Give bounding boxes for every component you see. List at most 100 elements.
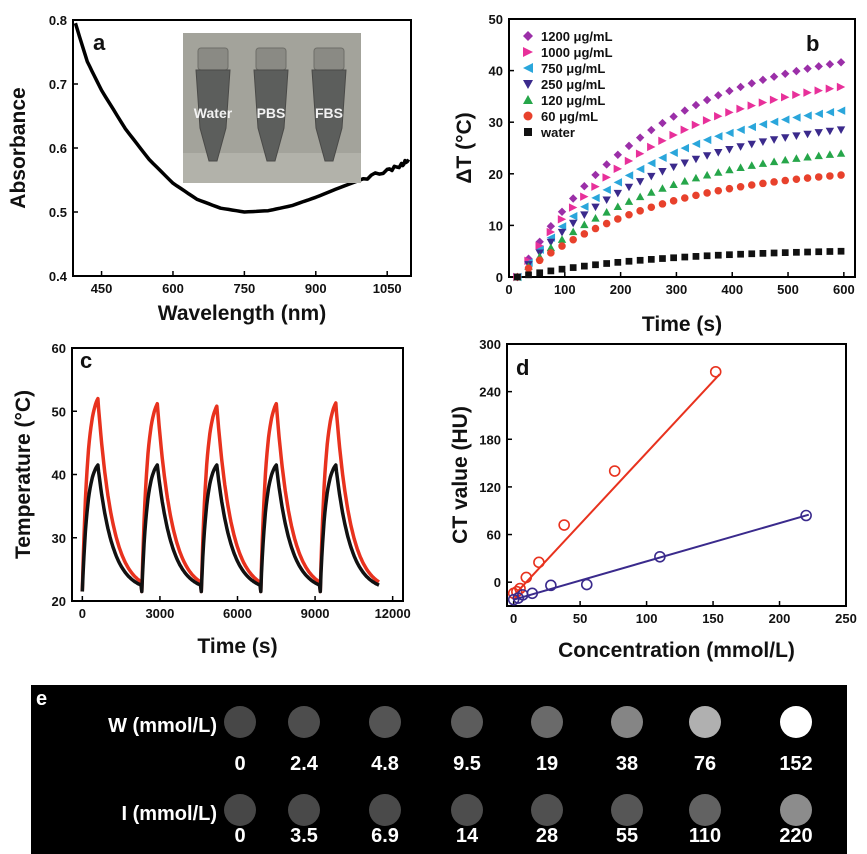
data-point bbox=[534, 557, 544, 567]
x-tick-label: 450 bbox=[91, 281, 113, 296]
data-point bbox=[803, 131, 811, 139]
data-point bbox=[559, 520, 569, 530]
y-tick-label: 0.8 bbox=[49, 13, 67, 28]
data-point bbox=[748, 79, 756, 87]
data-point bbox=[603, 260, 610, 267]
phantom-well bbox=[689, 706, 721, 738]
data-point bbox=[514, 274, 521, 281]
data-point bbox=[826, 128, 834, 136]
data-point bbox=[648, 256, 655, 263]
data-point bbox=[693, 253, 700, 260]
y-tick-label: 20 bbox=[489, 167, 503, 182]
x-tick-label: 100 bbox=[636, 611, 658, 626]
y-tick-label: 180 bbox=[479, 432, 501, 447]
data-point bbox=[625, 211, 633, 219]
legend-marker bbox=[524, 112, 533, 121]
vial-label: PBS bbox=[257, 105, 286, 121]
data-point bbox=[827, 248, 834, 255]
data-point bbox=[804, 249, 811, 256]
data-point bbox=[826, 172, 834, 180]
y-tick-label: 0 bbox=[494, 575, 501, 590]
data-point bbox=[781, 70, 789, 78]
data-point bbox=[725, 146, 733, 154]
series-6 bbox=[514, 248, 844, 280]
data-point bbox=[804, 174, 812, 182]
data-point bbox=[558, 235, 566, 243]
data-point bbox=[703, 189, 711, 197]
data-point bbox=[815, 62, 823, 70]
phantom-well bbox=[224, 794, 256, 826]
phantom-well bbox=[369, 794, 401, 826]
series-3 bbox=[513, 126, 845, 281]
data-point bbox=[815, 173, 823, 181]
phantom-well bbox=[780, 706, 812, 738]
data-point bbox=[670, 197, 678, 205]
data-point bbox=[793, 175, 801, 183]
x-tick-label: 0 bbox=[505, 282, 512, 297]
panel-label: e bbox=[36, 688, 47, 710]
data-point bbox=[558, 215, 566, 223]
data-point bbox=[580, 182, 588, 190]
data-point bbox=[737, 183, 745, 191]
data-point bbox=[704, 252, 711, 259]
x-tick-label: 250 bbox=[835, 611, 857, 626]
data-point bbox=[659, 200, 667, 208]
x-tick-label: 50 bbox=[573, 611, 587, 626]
data-point bbox=[714, 132, 722, 140]
data-point bbox=[803, 64, 811, 72]
data-point bbox=[569, 228, 577, 236]
data-point bbox=[659, 255, 666, 262]
data-point bbox=[770, 73, 778, 81]
data-point bbox=[610, 466, 620, 476]
data-point bbox=[681, 126, 689, 134]
data-point bbox=[525, 265, 533, 273]
data-point bbox=[748, 101, 756, 109]
x-tick-label: 500 bbox=[777, 282, 799, 297]
legend-label: 120 μg/mL bbox=[541, 93, 605, 108]
data-point bbox=[547, 249, 555, 257]
data-point bbox=[703, 152, 711, 160]
data-point bbox=[748, 123, 756, 131]
x-tick-label: 0 bbox=[510, 611, 517, 626]
x-tick-label: 6000 bbox=[223, 606, 252, 621]
data-point bbox=[815, 110, 823, 118]
data-point bbox=[770, 158, 778, 166]
concentration-label: 2.4 bbox=[290, 753, 319, 775]
data-point bbox=[725, 108, 733, 116]
data-point bbox=[703, 136, 711, 144]
legend-label: 250 μg/mL bbox=[541, 77, 605, 92]
data-point bbox=[837, 106, 845, 114]
data-point bbox=[826, 150, 834, 158]
data-point bbox=[837, 149, 845, 157]
temperature-curve-0 bbox=[82, 399, 379, 592]
legend-marker bbox=[524, 128, 532, 136]
panel-label: d bbox=[516, 355, 529, 380]
data-point bbox=[602, 186, 610, 194]
data-point bbox=[592, 225, 600, 233]
data-point bbox=[692, 174, 700, 182]
legend-marker bbox=[523, 95, 533, 104]
data-point bbox=[669, 180, 677, 188]
x-axis-title: Wavelength (nm) bbox=[158, 302, 326, 325]
vial-cap bbox=[314, 48, 344, 70]
data-point bbox=[826, 60, 834, 68]
data-point bbox=[703, 96, 711, 104]
data-point bbox=[792, 67, 800, 75]
phantom-well bbox=[531, 794, 563, 826]
legend-label: 750 μg/mL bbox=[541, 61, 605, 76]
data-point bbox=[714, 149, 722, 157]
data-point bbox=[681, 144, 689, 152]
data-point bbox=[781, 177, 789, 185]
y-tick-label: 60 bbox=[487, 528, 501, 543]
data-point bbox=[826, 85, 834, 93]
panel-a: 450 600 750 900 1050 0.4 0.5 0.6 0.7 0.8 Wavelengt… bbox=[7, 13, 411, 325]
data-point bbox=[692, 101, 700, 109]
data-point bbox=[759, 76, 767, 84]
data-point bbox=[815, 248, 822, 255]
x-tick-label: 200 bbox=[610, 282, 632, 297]
legend-marker bbox=[523, 63, 533, 73]
data-point bbox=[703, 116, 711, 124]
concentration-label: 14 bbox=[456, 825, 479, 847]
data-point bbox=[592, 261, 599, 268]
